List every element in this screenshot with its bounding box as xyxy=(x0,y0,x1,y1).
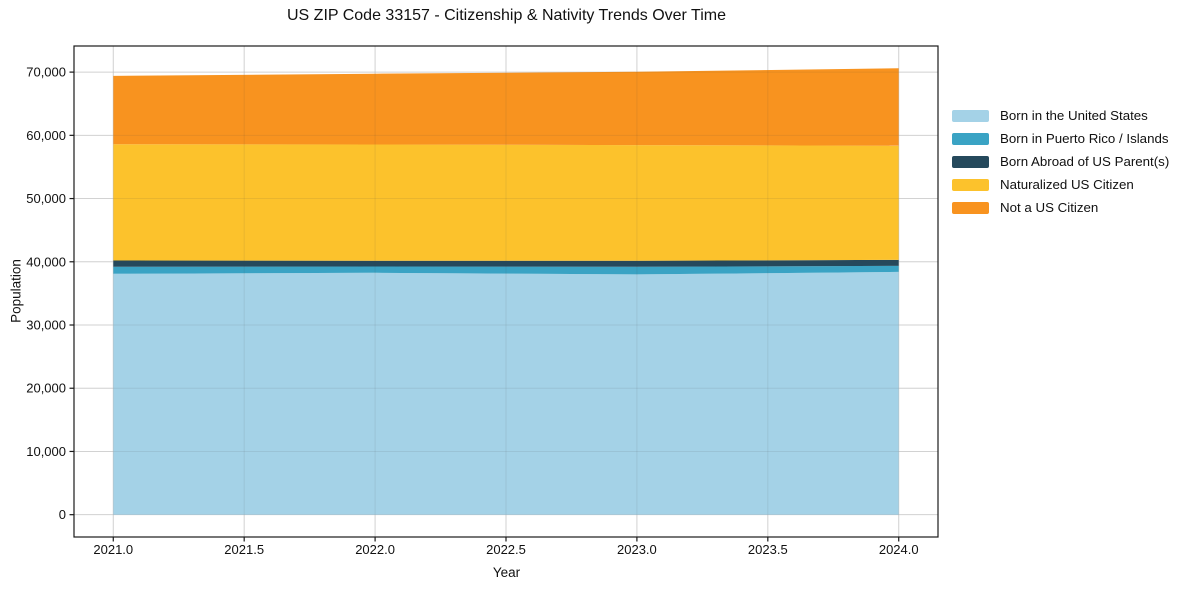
chart-title: US ZIP Code 33157 - Citizenship & Nativi… xyxy=(287,7,726,24)
x-tick-label: 2021.0 xyxy=(93,542,133,557)
legend-label: Born Abroad of US Parent(s) xyxy=(1000,154,1170,169)
area-naturalized-us-citizen xyxy=(113,144,899,261)
legend-item-naturalized-us-citizen: Naturalized US Citizen xyxy=(952,173,1169,196)
y-tick-label: 0 xyxy=(59,507,66,522)
y-tick-label: 60,000 xyxy=(26,128,66,143)
y-tick-label: 40,000 xyxy=(26,254,66,269)
legend-swatch-born-abroad-of-us-parent-s xyxy=(952,155,989,168)
legend-item-born-in-the-united-states: Born in the United States xyxy=(952,104,1169,127)
x-tick-label: 2023.5 xyxy=(748,542,788,557)
area-born-in-the-united-states xyxy=(113,271,899,515)
y-tick-label: 50,000 xyxy=(26,191,66,206)
y-axis-label-text: Population xyxy=(8,259,24,323)
legend-item-born-in-puerto-rico-islands: Born in Puerto Rico / Islands xyxy=(952,127,1169,150)
x-tick-label: 2024.0 xyxy=(879,542,919,557)
legend-label: Naturalized US Citizen xyxy=(1000,177,1134,192)
x-axis-label: Year xyxy=(492,565,521,580)
legend-swatch-born-in-puerto-rico-islands xyxy=(952,132,989,145)
x-tick-label: 2023.0 xyxy=(617,542,657,557)
legend-label: Born in Puerto Rico / Islands xyxy=(1000,131,1169,146)
y-tick-label: 30,000 xyxy=(26,318,66,333)
legend-swatch-naturalized-us-citizen xyxy=(952,178,989,191)
area-born-in-puerto-rico-islands xyxy=(113,265,899,275)
legend-label: Not a US Citizen xyxy=(1000,200,1099,215)
y-tick-label: 20,000 xyxy=(26,381,66,396)
y-tick-label: 70,000 xyxy=(26,65,66,80)
y-tick-label: 10,000 xyxy=(26,444,66,459)
legend-swatch-born-in-the-united-states xyxy=(952,109,989,122)
area-not-a-us-citizen xyxy=(113,68,899,146)
legend-label: Born in the United States xyxy=(1000,108,1148,123)
area-born-abroad-of-us-parent-s xyxy=(113,259,899,267)
x-tick-label: 2022.5 xyxy=(486,542,526,557)
legend-swatch-not-a-us-citizen xyxy=(952,201,989,214)
legend-item-not-a-us-citizen: Not a US Citizen xyxy=(952,196,1169,219)
x-tick-label: 2021.5 xyxy=(224,542,264,557)
x-tick-label: 2022.0 xyxy=(355,542,395,557)
legend-item-born-abroad-of-us-parent-s: Born Abroad of US Parent(s) xyxy=(952,150,1169,173)
legend: Born in the United States Born in Puerto … xyxy=(952,104,1169,219)
